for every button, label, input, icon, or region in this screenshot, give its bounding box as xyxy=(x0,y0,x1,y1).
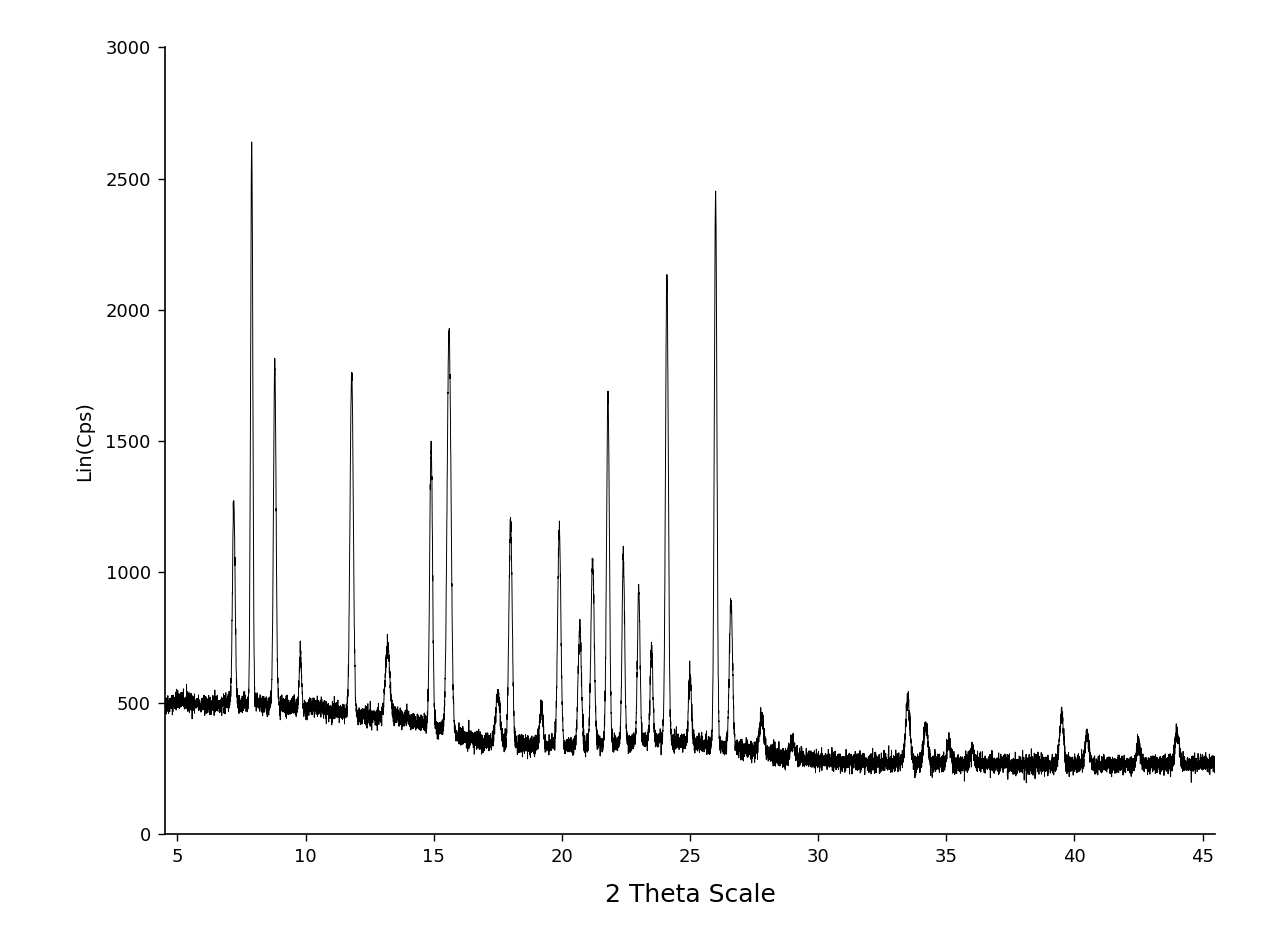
Y-axis label: Lin(Cps): Lin(Cps) xyxy=(75,401,94,481)
X-axis label: 2 Theta Scale: 2 Theta Scale xyxy=(605,883,775,907)
